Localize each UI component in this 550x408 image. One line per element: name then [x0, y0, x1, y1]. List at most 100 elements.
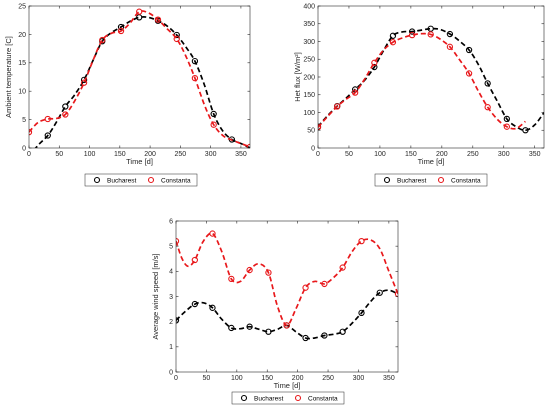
legend-label: Bucharest: [254, 395, 283, 402]
x-tick-label: 0: [174, 375, 178, 382]
y-tick-label: 3: [169, 294, 173, 301]
x-tick-label: 350: [529, 151, 541, 158]
chart-heat: 0 50 100 150 200 250 300 350 0 50 100 150 200 250 300 3…: [293, 3, 545, 187]
y-tick-label: 150: [303, 92, 315, 99]
legend-label: Constanta: [161, 177, 191, 184]
series-bucharest: [318, 25, 544, 134]
legend-label: Constanta: [308, 395, 338, 402]
series-line: [318, 32, 526, 130]
data-point: [176, 237, 180, 245]
x-axis-label: Time [d]: [274, 381, 301, 390]
y-axis-label: Average wind speed [m/s]: [151, 253, 160, 339]
data-point: [358, 237, 365, 245]
data-point: [246, 323, 253, 330]
series-line: [29, 10, 250, 148]
data-point: [302, 334, 309, 342]
data-point: [228, 324, 235, 332]
x-tick-label: 350: [235, 151, 247, 158]
data-point: [29, 128, 33, 136]
data-point: [465, 70, 473, 77]
legend-marker: [294, 394, 302, 402]
data-point: [265, 269, 272, 276]
data-point: [210, 121, 217, 128]
y-tick-label: 5: [169, 244, 173, 251]
y-tick-label: 200: [303, 74, 315, 81]
legend: Bucharest Constanta: [231, 391, 345, 405]
legend-box: [231, 391, 345, 405]
data-point: [371, 59, 378, 66]
x-tick-label: 250: [175, 151, 187, 158]
x-tick-label: 200: [436, 151, 448, 158]
y-tick-label: 400: [303, 3, 315, 10]
x-tick-label: 0: [316, 151, 320, 158]
x-tick-label: 350: [383, 375, 395, 382]
legend: Bucharest Constanta: [374, 173, 488, 187]
x-tick-label: 300: [498, 151, 510, 158]
series-line: [34, 16, 250, 148]
data-point: [427, 31, 434, 38]
series-bucharest: [34, 14, 250, 148]
y-tick-label: 0: [311, 145, 315, 152]
x-tick-label: 300: [205, 151, 217, 158]
data-point: [318, 124, 322, 131]
x-tick-label: 100: [84, 151, 96, 158]
y-tick-label: 250: [303, 57, 315, 64]
y-axis-label: Het flux [W/m²]: [293, 52, 302, 102]
data-point: [321, 332, 328, 339]
plot-frame: [28, 5, 251, 149]
chart-temp: 0 50 100 150 200 250 300 350 0 5 10 15 20 25 Time [d] A…: [4, 3, 251, 187]
y-tick-label: 15: [18, 60, 26, 67]
data-point: [136, 8, 143, 15]
y-tick-label: 10: [18, 89, 26, 96]
y-tick-label: 50: [307, 128, 315, 135]
y-tick-label: 0: [22, 145, 26, 152]
x-tick-label: 300: [353, 375, 365, 382]
data-point: [191, 300, 199, 308]
data-point: [173, 35, 180, 43]
data-point: [408, 28, 416, 35]
data-point: [154, 16, 162, 23]
data-point: [80, 79, 88, 86]
series-constanta: [176, 230, 398, 329]
data-point: [465, 46, 473, 54]
x-tick-label: 200: [292, 375, 304, 382]
y-tick-label: 300: [303, 39, 315, 46]
x-tick-label: 100: [231, 375, 243, 382]
legend-box: [374, 173, 488, 187]
legend-label: Bucharest: [107, 177, 136, 184]
y-tick-label: 25: [18, 3, 26, 10]
data-point: [408, 31, 416, 39]
data-point: [484, 80, 491, 87]
x-axis-label: Time [d]: [418, 157, 445, 166]
data-point: [44, 132, 51, 139]
y-tick-label: 1: [169, 344, 173, 351]
series-line: [176, 289, 398, 340]
y-tick-label: 4: [169, 269, 173, 276]
data-point: [389, 39, 397, 46]
data-point: [176, 317, 180, 324]
data-point: [334, 103, 341, 110]
y-tick-label: 20: [18, 32, 26, 39]
y-tick-label: 2: [169, 319, 173, 326]
data-point: [503, 115, 510, 123]
series-constanta: [318, 31, 526, 131]
series-bucharest: [176, 289, 398, 342]
data-point: [352, 89, 359, 96]
data-point: [358, 309, 365, 317]
data-point: [446, 43, 454, 50]
data-point: [44, 115, 51, 123]
legend: Bucharest Constanta: [84, 173, 198, 187]
legend-label: Bucharest: [397, 177, 426, 184]
legend-marker: [383, 176, 391, 184]
data-point: [191, 57, 199, 65]
data-point: [522, 127, 529, 134]
data-point: [446, 30, 454, 38]
series-line: [176, 232, 398, 327]
data-point: [228, 275, 235, 283]
data-point: [484, 104, 491, 111]
y-tick-label: 100: [303, 110, 315, 117]
data-point: [265, 328, 272, 335]
data-point: [191, 74, 199, 82]
x-tick-label: 100: [374, 151, 386, 158]
